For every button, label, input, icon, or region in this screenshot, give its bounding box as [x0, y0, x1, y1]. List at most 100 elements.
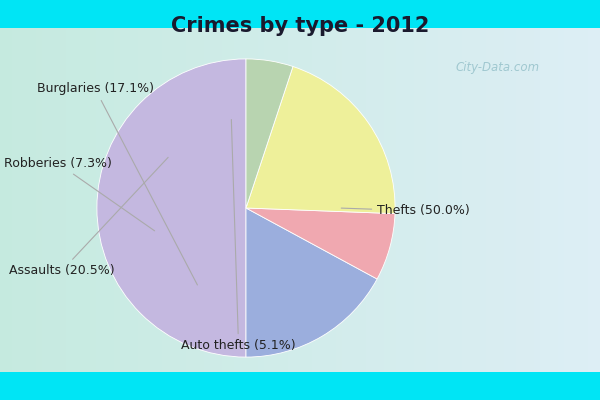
Bar: [420, 28, 426, 372]
Bar: [126, 28, 132, 372]
Bar: [396, 28, 402, 372]
Bar: [588, 28, 594, 372]
Bar: [66, 28, 72, 372]
Bar: [456, 28, 462, 372]
Bar: [306, 28, 312, 372]
Bar: [72, 28, 78, 372]
Bar: [96, 28, 102, 372]
Bar: [120, 28, 126, 372]
Bar: [180, 28, 186, 372]
Bar: [402, 28, 408, 372]
Bar: [450, 28, 456, 372]
Bar: [36, 28, 42, 372]
Bar: [594, 28, 600, 372]
Bar: [354, 28, 360, 372]
Bar: [30, 28, 36, 372]
Text: Robberies (7.3%): Robberies (7.3%): [4, 157, 155, 231]
Bar: [42, 28, 48, 372]
Text: Assaults (20.5%): Assaults (20.5%): [9, 157, 168, 277]
Bar: [564, 28, 570, 372]
Bar: [360, 28, 366, 372]
Bar: [258, 28, 264, 372]
Bar: [498, 28, 504, 372]
Wedge shape: [246, 66, 395, 214]
Bar: [300, 28, 306, 372]
Bar: [156, 28, 162, 372]
Bar: [144, 28, 150, 372]
Wedge shape: [246, 208, 395, 279]
Bar: [582, 28, 588, 372]
Bar: [222, 28, 228, 372]
Wedge shape: [246, 59, 293, 208]
Bar: [474, 28, 480, 372]
Bar: [540, 28, 546, 372]
Wedge shape: [97, 59, 246, 357]
Bar: [18, 28, 24, 372]
Bar: [252, 28, 258, 372]
Bar: [324, 28, 330, 372]
Text: City-Data.com: City-Data.com: [456, 62, 540, 74]
Bar: [342, 28, 348, 372]
Bar: [84, 28, 90, 372]
Bar: [192, 28, 198, 372]
Bar: [336, 28, 342, 372]
Bar: [54, 28, 60, 372]
Text: Auto thefts (5.1%): Auto thefts (5.1%): [181, 120, 296, 352]
Bar: [486, 28, 492, 372]
Bar: [438, 28, 444, 372]
Bar: [240, 28, 246, 372]
Bar: [168, 28, 174, 372]
Bar: [210, 28, 216, 372]
Bar: [216, 28, 222, 372]
Bar: [102, 28, 108, 372]
Bar: [546, 28, 552, 372]
Bar: [48, 28, 54, 372]
Wedge shape: [246, 208, 377, 357]
Bar: [294, 28, 300, 372]
Bar: [150, 28, 156, 372]
Bar: [174, 28, 180, 372]
Bar: [414, 28, 420, 372]
Bar: [468, 28, 474, 372]
Bar: [270, 28, 276, 372]
Bar: [576, 28, 582, 372]
Bar: [204, 28, 210, 372]
Bar: [6, 28, 12, 372]
Bar: [372, 28, 378, 372]
Bar: [570, 28, 576, 372]
Bar: [480, 28, 486, 372]
Bar: [186, 28, 192, 372]
Bar: [198, 28, 204, 372]
Bar: [24, 28, 30, 372]
Bar: [282, 28, 288, 372]
Bar: [138, 28, 144, 372]
Bar: [534, 28, 540, 372]
Text: Thefts (50.0%): Thefts (50.0%): [341, 204, 470, 218]
Bar: [108, 28, 114, 372]
Bar: [78, 28, 84, 372]
Bar: [552, 28, 558, 372]
Bar: [522, 28, 528, 372]
Bar: [516, 28, 522, 372]
Bar: [426, 28, 432, 372]
Bar: [288, 28, 294, 372]
Bar: [330, 28, 336, 372]
Bar: [444, 28, 450, 372]
Text: Crimes by type - 2012: Crimes by type - 2012: [171, 16, 429, 36]
Bar: [432, 28, 438, 372]
Bar: [348, 28, 354, 372]
Bar: [246, 28, 252, 372]
Bar: [378, 28, 384, 372]
Bar: [12, 28, 18, 372]
Bar: [90, 28, 96, 372]
Bar: [60, 28, 66, 372]
Bar: [234, 28, 240, 372]
Bar: [510, 28, 516, 372]
Bar: [384, 28, 390, 372]
Text: Burglaries (17.1%): Burglaries (17.1%): [37, 82, 197, 285]
Bar: [312, 28, 318, 372]
Bar: [264, 28, 270, 372]
Bar: [504, 28, 510, 372]
Bar: [492, 28, 498, 372]
Bar: [462, 28, 468, 372]
